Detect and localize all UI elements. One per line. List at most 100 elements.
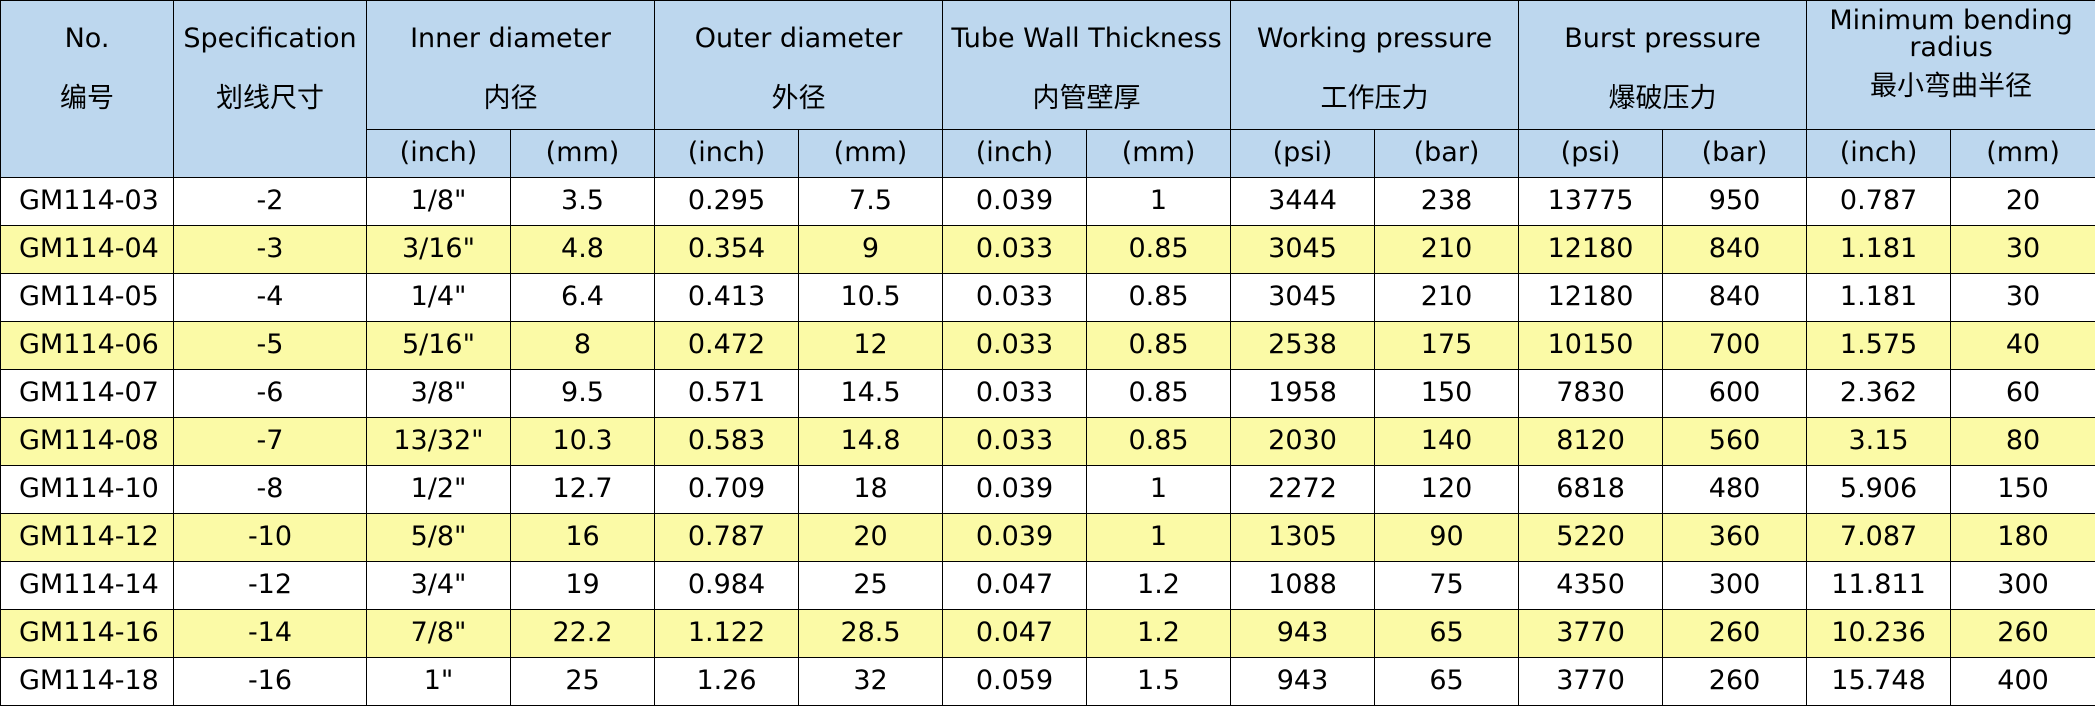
table-cell: 7.5 — [799, 178, 943, 226]
table-cell: 22.2 — [511, 610, 655, 658]
table-cell: 12.7 — [511, 466, 655, 514]
table-cell: 840 — [1663, 274, 1807, 322]
table-cell: 4350 — [1519, 562, 1663, 610]
table-cell: 2030 — [1231, 418, 1375, 466]
header-inner-en: Inner diameter — [367, 1, 654, 55]
table-cell: 3045 — [1231, 226, 1375, 274]
table-cell: 9 — [799, 226, 943, 274]
header-burst-zh: 爆破压力 — [1519, 83, 1806, 115]
table-cell: 1/4" — [367, 274, 511, 322]
table-cell: 0.033 — [943, 418, 1087, 466]
table-cell: 60 — [1951, 370, 2095, 418]
table-cell: 2272 — [1231, 466, 1375, 514]
header-inner: Inner diameter 内径 — [367, 1, 655, 130]
table-cell: 3045 — [1231, 274, 1375, 322]
table-cell: 3770 — [1519, 610, 1663, 658]
unit-cell: (bar) — [1375, 130, 1519, 178]
table-cell: 400 — [1951, 658, 2095, 706]
table-cell: 3/16" — [367, 226, 511, 274]
table-cell: 120 — [1375, 466, 1519, 514]
part-number-cell: GM114-12 — [1, 514, 174, 562]
table-cell: 360 — [1663, 514, 1807, 562]
header-bend: Minimum bending radius 最小弯曲半径 — [1807, 1, 2095, 130]
table-cell: -7 — [174, 418, 367, 466]
header-no-en: No. — [1, 1, 173, 55]
part-number-cell: GM114-16 — [1, 610, 174, 658]
part-number-cell: GM114-06 — [1, 322, 174, 370]
header-no-zh: 编号 — [1, 83, 173, 115]
table-cell: 1/2" — [367, 466, 511, 514]
header-spec-zh: 划线尺寸 — [174, 83, 366, 115]
part-number-cell: GM114-07 — [1, 370, 174, 418]
header-wall-zh: 内管壁厚 — [943, 83, 1230, 115]
table-cell: 1.575 — [1807, 322, 1951, 370]
table-cell: 3.15 — [1807, 418, 1951, 466]
part-number-cell: GM114-03 — [1, 178, 174, 226]
table-cell: 1305 — [1231, 514, 1375, 562]
table-cell: 1.122 — [655, 610, 799, 658]
table-cell: 0.413 — [655, 274, 799, 322]
table-cell: 1 — [1087, 178, 1231, 226]
table-cell: 560 — [1663, 418, 1807, 466]
table-cell: 0.85 — [1087, 370, 1231, 418]
table-cell: 210 — [1375, 274, 1519, 322]
unit-cell: (mm) — [1087, 130, 1231, 178]
header-inner-zh: 内径 — [367, 83, 654, 115]
table-cell: 180 — [1951, 514, 2095, 562]
table-cell: 1958 — [1231, 370, 1375, 418]
table-cell: 7/8" — [367, 610, 511, 658]
unit-cell: (psi) — [1231, 130, 1375, 178]
table-cell: 700 — [1663, 322, 1807, 370]
table-cell: 5220 — [1519, 514, 1663, 562]
table-cell: 943 — [1231, 610, 1375, 658]
table-cell: 16 — [511, 514, 655, 562]
unit-cell: (inch) — [943, 130, 1087, 178]
table-cell: 8120 — [1519, 418, 1663, 466]
table-cell: 480 — [1663, 466, 1807, 514]
table-cell: 12180 — [1519, 274, 1663, 322]
table-cell: 0.85 — [1087, 226, 1231, 274]
table-cell: 150 — [1951, 466, 2095, 514]
table-cell: 0.039 — [943, 514, 1087, 562]
table-cell: 0.984 — [655, 562, 799, 610]
table-cell: 12 — [799, 322, 943, 370]
header-burst: Burst pressure 爆破压力 — [1519, 1, 1807, 130]
table-cell: 2.362 — [1807, 370, 1951, 418]
table-cell: 0.709 — [655, 466, 799, 514]
table-cell: 0.033 — [943, 370, 1087, 418]
table-cell: 0.033 — [943, 226, 1087, 274]
table-cell: 20 — [1951, 178, 2095, 226]
unit-cell: (inch) — [367, 130, 511, 178]
table-cell: 238 — [1375, 178, 1519, 226]
table-cell: 25 — [799, 562, 943, 610]
table-cell: 10150 — [1519, 322, 1663, 370]
table-cell: 5.906 — [1807, 466, 1951, 514]
part-number-cell: GM114-08 — [1, 418, 174, 466]
header-wall-en: Tube Wall Thickness — [943, 1, 1230, 55]
table-cell: 300 — [1663, 562, 1807, 610]
part-number-cell: GM114-10 — [1, 466, 174, 514]
table-cell: 10.3 — [511, 418, 655, 466]
table-cell: -10 — [174, 514, 367, 562]
part-number-cell: GM114-18 — [1, 658, 174, 706]
table-cell: 4.8 — [511, 226, 655, 274]
table-cell: 12180 — [1519, 226, 1663, 274]
unit-cell: (mm) — [1951, 130, 2095, 178]
table-cell: 1.2 — [1087, 610, 1231, 658]
table-cell: -3 — [174, 226, 367, 274]
table-cell: 5/8" — [367, 514, 511, 562]
table-cell: 1/8" — [367, 178, 511, 226]
table-cell: 19 — [511, 562, 655, 610]
table-cell: 65 — [1375, 610, 1519, 658]
table-cell: 10.5 — [799, 274, 943, 322]
table-cell: 80 — [1951, 418, 2095, 466]
table-cell: 18 — [799, 466, 943, 514]
